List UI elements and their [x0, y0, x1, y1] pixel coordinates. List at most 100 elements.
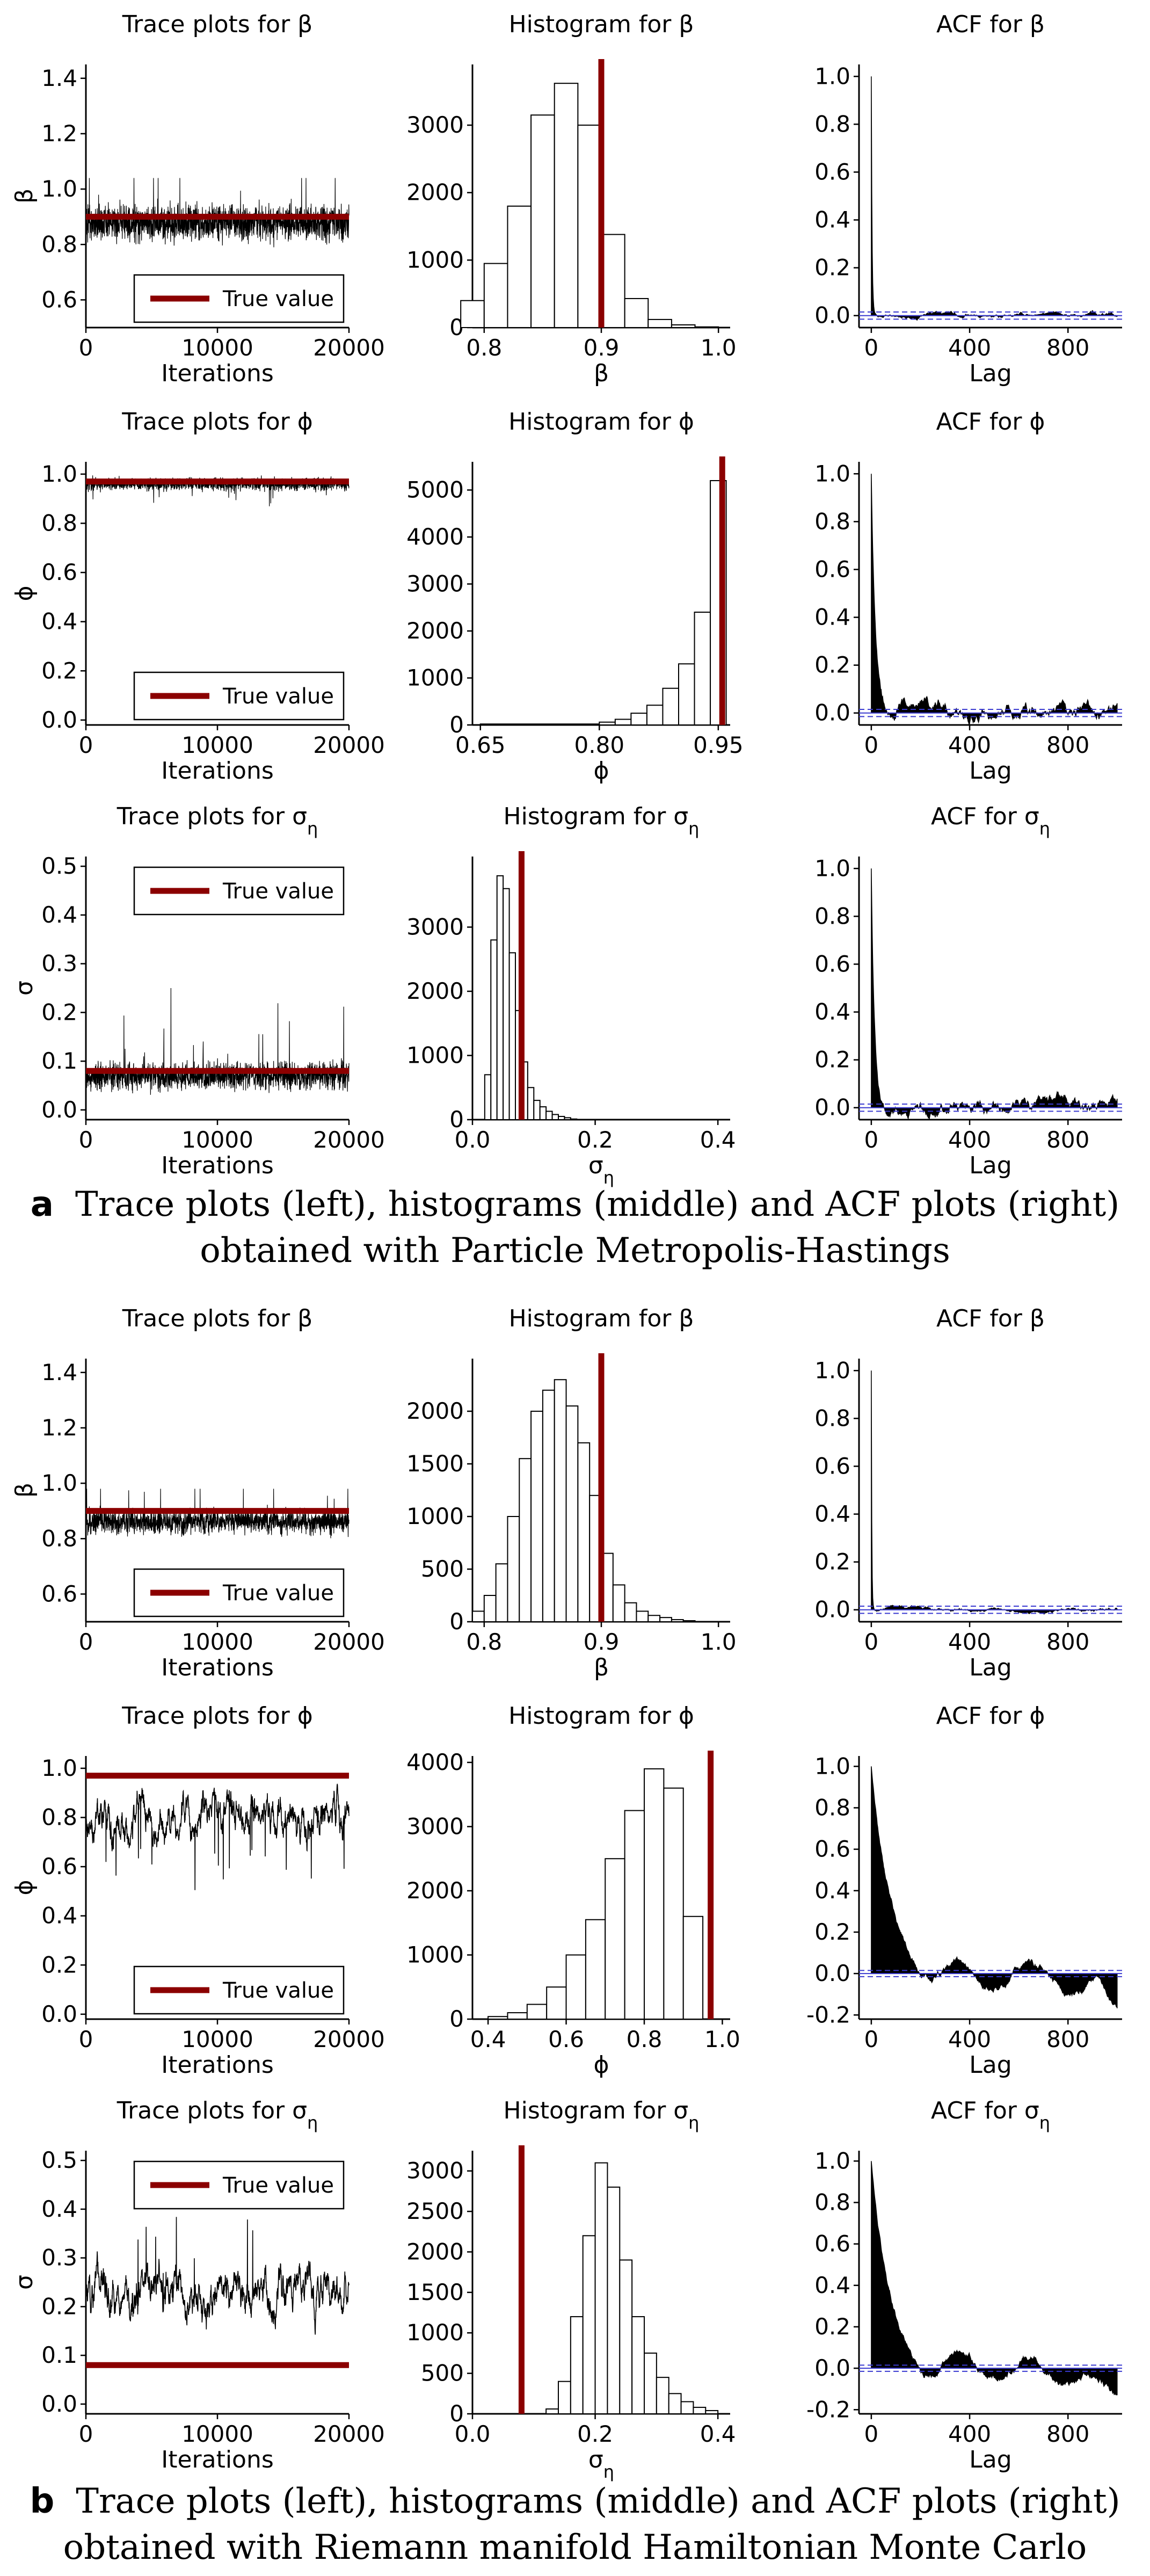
x-tick-label: 0	[864, 1629, 879, 1655]
x-axis-label: Iterations	[161, 360, 274, 387]
x-axis-label: Iterations	[161, 2051, 274, 2079]
x-tick-label: 0	[864, 2421, 879, 2447]
plot-title: Trace plots for β	[122, 11, 313, 38]
y-axis-label: β	[11, 1483, 38, 1498]
plot-title: Trace plots for ση	[117, 2097, 318, 2133]
histogram-bar	[671, 324, 696, 329]
histogram-bar	[694, 326, 719, 329]
histogram-plot-a-phi: 0 1000 2000 3000 4000 5000 0.65 0.80 0.95	[406, 456, 744, 758]
histogram-bar	[612, 1584, 625, 1622]
x-tick-label: 20000	[313, 1127, 385, 1153]
y-tick-label: 0.5	[41, 2147, 77, 2173]
acf-area	[871, 474, 1118, 725]
y-tick-label: 0.2	[814, 652, 850, 678]
y-tick-label: 0.4	[41, 608, 77, 635]
y-tick-label: 0.0	[41, 1097, 77, 1123]
plot-title: Histogram for ϕ	[508, 1702, 694, 1730]
y-tick-label: 0	[449, 2400, 464, 2427]
histogram-bar	[539, 1106, 547, 1121]
x-tick-label: 0.4	[700, 2421, 736, 2447]
y-tick-label: 0.8	[814, 903, 850, 929]
legend-box	[133, 2160, 345, 2210]
y-tick-label: 0.2	[814, 255, 850, 281]
histogram-bar	[554, 1379, 567, 1622]
x-tick-label: 1.0	[701, 1629, 737, 1655]
x-tick-label: 0	[79, 1629, 93, 1655]
histogram-bar	[607, 2186, 621, 2415]
acf-area	[871, 2161, 1118, 2396]
trace-plot-b-beta: 0.6 0.8 1.0 1.2 1.4 0 10000 20000 True value β	[11, 1359, 385, 1655]
histogram-bar	[487, 2016, 508, 2020]
y-tick-label: 0.0	[814, 2355, 850, 2381]
x-axis-label: Lag	[969, 2051, 1011, 2079]
histogram-bar	[483, 263, 508, 328]
y-tick-label: 2500	[406, 2198, 464, 2224]
y-axis-label: ϕ	[11, 1880, 38, 1895]
y-tick-label: 0	[449, 1608, 464, 1635]
legend-label: True value	[222, 1581, 334, 1606]
y-tick-label: 0.6	[814, 2231, 850, 2257]
histogram-bar	[631, 2316, 645, 2415]
histogram-plot-b-beta: 0 500 1000 1500 2000 0.8 0.9 1.0	[406, 1353, 737, 1655]
y-tick-label: 0.4	[814, 207, 850, 233]
histogram-bar	[614, 719, 632, 725]
x-tick-label: 20000	[313, 732, 385, 758]
y-tick-label: 1000	[406, 1042, 464, 1068]
histogram-bar	[582, 2235, 596, 2414]
acf-plot-a-sigma: 0.0 0.2 0.4 0.6 0.8 1.0 0 400 800	[814, 855, 1122, 1153]
x-axis-label: Iterations	[161, 2446, 274, 2473]
x-axis-label: Iterations	[161, 1152, 274, 1179]
histogram-bar	[472, 1610, 485, 1622]
caption-b-line1: Trace plots (left), histograms (middle) …	[76, 2481, 1120, 2521]
y-tick-label: 1.0	[814, 2147, 850, 2174]
y-tick-label: 2000	[406, 978, 464, 1004]
x-axis-label: ϕ	[593, 757, 609, 785]
y-tick-label: 3000	[406, 112, 464, 138]
histogram-bar	[656, 2377, 669, 2414]
y-tick-label: 5000	[406, 477, 464, 503]
histogram-bar	[668, 2393, 682, 2414]
histogram-bar	[507, 1516, 520, 1622]
histogram-bar	[546, 1986, 567, 2020]
x-axis-label: Lag	[969, 2446, 1011, 2473]
x-tick-label: 1.0	[701, 335, 737, 361]
caption-b: b Trace plots (left), histograms (middle)…	[0, 2478, 1150, 2571]
y-tick-label: 500	[421, 1556, 464, 1582]
x-tick-label: 1.0	[704, 2026, 740, 2052]
y-tick-label: 0.6	[814, 1453, 850, 1479]
histogram-bar	[533, 1100, 541, 1120]
histogram-bar	[542, 1389, 555, 1623]
caption-b-line2: obtained with Riemann manifold Hamiltoni…	[63, 2528, 1087, 2567]
histogram-bar	[646, 705, 664, 725]
trace-plot-a-sigma: 0.0 0.1 0.2 0.3 0.4 0.5 0 10000 20000 True value σ	[11, 853, 385, 1153]
histogram-bar	[495, 1563, 508, 1622]
x-tick-label: 0.8	[466, 1629, 502, 1655]
y-tick-label: 0	[449, 712, 464, 738]
y-tick-label: 2000	[406, 179, 464, 206]
plot-title: Histogram for ση	[504, 2097, 700, 2133]
y-tick-label: 0.8	[814, 508, 850, 534]
histogram-bar	[682, 1620, 696, 1623]
y-tick-label: 1.0	[814, 855, 850, 881]
histogram-bar	[530, 114, 555, 328]
y-tick-label: 0.4	[41, 2196, 77, 2222]
plot-title: Histogram for ϕ	[508, 408, 694, 436]
caption-a: a Trace plots (left), histograms (middle)…	[0, 1181, 1150, 1274]
acf-plot-b-phi: -0.2 0.0 0.2 0.4 0.6 0.8 1.0 0 400 800	[806, 1753, 1122, 2052]
y-tick-label: 0.2	[814, 2313, 850, 2340]
x-tick-label: 0	[79, 335, 93, 361]
y-tick-label: 0.2	[814, 1047, 850, 1073]
y-tick-label: 2000	[406, 1398, 464, 1424]
x-tick-label: 0	[79, 732, 93, 758]
y-tick-label: 0.4	[814, 1501, 850, 1527]
histogram-bar	[585, 1919, 606, 2020]
histogram-bar	[479, 723, 600, 725]
y-tick-label: 0.8	[814, 1405, 850, 1431]
y-tick-label: 0.6	[41, 1580, 77, 1607]
y-tick-label: 0.2	[41, 1951, 77, 1978]
histogram-bar	[630, 713, 647, 725]
y-tick-label: 0.6	[814, 556, 850, 582]
x-tick-label: 10000	[181, 1127, 253, 1153]
x-tick-label: 0.8	[627, 2026, 663, 2052]
x-tick-label: 10000	[181, 2421, 253, 2447]
